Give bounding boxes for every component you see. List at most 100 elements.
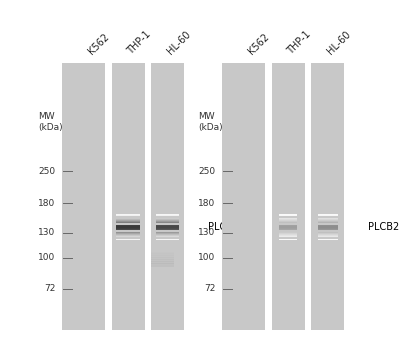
Text: 100: 100 [38, 253, 55, 263]
Bar [116, 229, 140, 230]
Bar [279, 221, 297, 222]
Bar [279, 233, 297, 234]
Text: K562: K562 [86, 32, 111, 57]
Bar [279, 236, 297, 237]
Bar [156, 230, 180, 231]
Text: PLCB2: PLCB2 [368, 222, 399, 232]
Bar [112, 63, 144, 330]
Text: MW
(kDa): MW (kDa) [38, 112, 62, 132]
Bar [279, 222, 297, 223]
Text: MW
(kDa): MW (kDa) [198, 112, 222, 132]
Bar [318, 228, 338, 229]
Bar [116, 222, 140, 223]
Bar [318, 237, 338, 238]
Bar [156, 221, 180, 222]
Bar [151, 263, 174, 265]
Bar [156, 233, 180, 234]
Bar [279, 227, 297, 228]
Bar [156, 229, 180, 230]
Bar [318, 227, 338, 228]
Bar [116, 218, 140, 219]
Bar [318, 214, 338, 215]
Bar [156, 237, 180, 238]
Bar [62, 63, 72, 330]
Text: THP-1: THP-1 [286, 29, 313, 57]
Bar [318, 218, 338, 219]
Bar [318, 215, 338, 216]
Text: 250: 250 [38, 167, 55, 176]
Bar [116, 223, 140, 224]
Bar [279, 230, 297, 231]
Bar [318, 239, 338, 240]
Bar [116, 227, 140, 228]
Bar [156, 226, 180, 227]
Bar [116, 230, 140, 231]
Bar [151, 257, 174, 260]
Bar [116, 235, 140, 236]
Bar [151, 255, 174, 258]
Bar [279, 234, 297, 235]
Bar [156, 215, 180, 216]
Bar [318, 233, 338, 234]
Bar [156, 236, 180, 237]
Bar [151, 261, 174, 264]
Bar [279, 228, 297, 229]
Text: HL-60: HL-60 [326, 29, 353, 57]
Bar [318, 216, 338, 217]
Bar [116, 219, 140, 220]
Bar [279, 225, 297, 226]
Text: THP-1: THP-1 [126, 29, 153, 57]
Bar [156, 228, 180, 229]
Bar [116, 236, 140, 237]
Bar [116, 225, 140, 226]
Bar [156, 227, 180, 228]
Bar [279, 214, 297, 215]
Bar [318, 225, 338, 226]
Bar [116, 216, 140, 217]
Bar [318, 234, 338, 235]
Bar [151, 252, 174, 254]
Bar [318, 236, 338, 237]
Bar [151, 265, 174, 267]
Bar [318, 229, 338, 230]
Bar [151, 259, 174, 261]
Bar [279, 215, 297, 216]
Bar [279, 235, 297, 236]
Bar [151, 253, 174, 256]
Bar [116, 221, 140, 222]
Bar [156, 220, 180, 221]
Text: 180: 180 [198, 199, 216, 208]
Bar [116, 234, 140, 235]
Text: 100: 100 [198, 253, 216, 263]
Bar [279, 218, 297, 219]
Text: 180: 180 [38, 199, 55, 208]
Bar [72, 63, 105, 330]
Bar [116, 237, 140, 238]
Bar [156, 235, 180, 236]
Bar [318, 219, 338, 220]
Bar [279, 220, 297, 221]
Bar [156, 214, 180, 215]
Text: 72: 72 [44, 284, 55, 293]
Bar [279, 229, 297, 230]
Bar [222, 63, 232, 330]
Bar [318, 226, 338, 227]
Bar [279, 239, 297, 240]
Bar [272, 63, 304, 330]
Bar [156, 219, 180, 220]
Bar [156, 234, 180, 235]
Bar [318, 220, 338, 221]
Bar [318, 230, 338, 231]
Bar [318, 235, 338, 236]
Bar [279, 216, 297, 217]
Bar [318, 222, 338, 223]
Bar [311, 63, 344, 330]
Bar [151, 63, 184, 330]
Text: K562: K562 [246, 32, 271, 57]
Bar [156, 222, 180, 223]
Bar [279, 223, 297, 224]
Bar [232, 63, 265, 330]
Bar [156, 225, 180, 226]
Text: 72: 72 [204, 284, 216, 293]
Bar [116, 214, 140, 215]
